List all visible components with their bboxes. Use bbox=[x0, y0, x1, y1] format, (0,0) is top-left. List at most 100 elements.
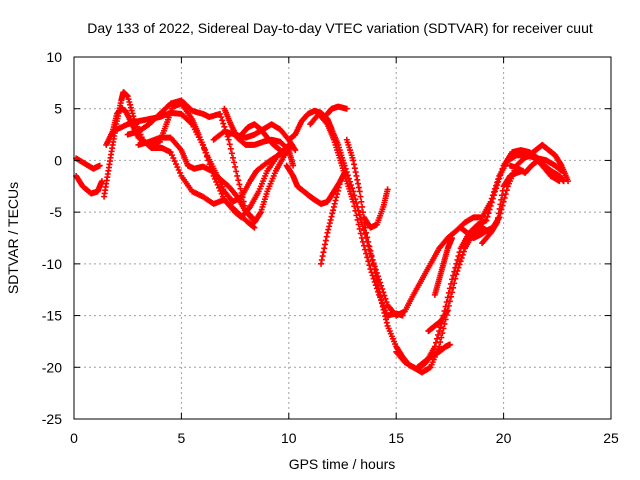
data-point bbox=[372, 269, 379, 276]
data-point bbox=[325, 226, 332, 233]
data-point bbox=[452, 275, 459, 282]
data-point bbox=[444, 307, 451, 314]
data-point bbox=[496, 205, 503, 212]
x-axis-label: GPS time / hours bbox=[289, 456, 396, 472]
data-point bbox=[318, 260, 325, 267]
data-point bbox=[373, 273, 380, 280]
data-point bbox=[454, 267, 461, 274]
data-point bbox=[487, 202, 494, 209]
data-point bbox=[441, 320, 448, 327]
data-point bbox=[130, 113, 137, 120]
data-point bbox=[460, 248, 467, 255]
data-point bbox=[231, 159, 238, 166]
y-tick-label: 5 bbox=[54, 101, 62, 117]
data-point bbox=[356, 225, 363, 232]
data-point bbox=[498, 196, 505, 203]
data-point bbox=[354, 176, 361, 183]
data-point bbox=[129, 110, 136, 117]
y-tick-label: -5 bbox=[50, 204, 63, 220]
data-point bbox=[324, 229, 331, 236]
data-point bbox=[489, 195, 496, 202]
data-point bbox=[356, 188, 363, 195]
data-point bbox=[251, 224, 258, 231]
data-point bbox=[343, 105, 350, 112]
data-point bbox=[206, 161, 213, 168]
data-point bbox=[436, 328, 443, 335]
data-point bbox=[353, 212, 360, 219]
data-point bbox=[205, 157, 212, 164]
series-track-19 bbox=[425, 307, 451, 335]
data-point bbox=[235, 177, 242, 184]
series-track-9 bbox=[210, 121, 299, 154]
data-point bbox=[336, 181, 343, 188]
data-point bbox=[199, 141, 206, 148]
data-point bbox=[331, 200, 338, 207]
data-point bbox=[358, 235, 365, 241]
series-track-21 bbox=[431, 235, 456, 298]
data-point bbox=[323, 233, 330, 240]
x-tick-label: 10 bbox=[281, 430, 297, 446]
data-point bbox=[459, 251, 466, 258]
data-point bbox=[355, 184, 362, 191]
data-point bbox=[329, 210, 336, 217]
data-point bbox=[457, 258, 464, 265]
series-track-14 bbox=[318, 178, 344, 267]
data-point bbox=[382, 316, 389, 323]
x-tick-label: 0 bbox=[70, 430, 78, 446]
data-point bbox=[238, 190, 245, 197]
data-point bbox=[333, 194, 340, 201]
data-point bbox=[384, 186, 391, 193]
data-point bbox=[381, 309, 388, 316]
data-point bbox=[498, 192, 505, 199]
data-point bbox=[370, 261, 377, 268]
data-point bbox=[351, 203, 358, 210]
data-points bbox=[73, 89, 572, 376]
data-point bbox=[497, 201, 504, 208]
data-point bbox=[250, 223, 257, 230]
data-point bbox=[220, 120, 227, 127]
data-point bbox=[382, 295, 389, 302]
data-point bbox=[454, 256, 461, 263]
data-point bbox=[494, 181, 501, 188]
data-point bbox=[352, 207, 359, 214]
data-point bbox=[449, 235, 456, 241]
data-point bbox=[486, 206, 493, 213]
data-point bbox=[128, 107, 135, 114]
data-point bbox=[326, 220, 333, 227]
data-point bbox=[367, 247, 374, 254]
y-tick-label: -15 bbox=[42, 308, 62, 324]
data-point bbox=[362, 224, 369, 231]
data-point bbox=[363, 250, 370, 257]
data-point bbox=[451, 280, 458, 287]
y-tick-label: -10 bbox=[42, 256, 62, 272]
data-point bbox=[201, 145, 208, 152]
data-point bbox=[126, 98, 133, 105]
data-point bbox=[446, 341, 453, 348]
data-point bbox=[226, 141, 233, 148]
data-point bbox=[492, 188, 499, 195]
data-point bbox=[499, 187, 506, 194]
ticks bbox=[73, 56, 612, 420]
x-tick-label: 5 bbox=[178, 430, 186, 446]
data-point bbox=[446, 298, 453, 305]
data-point bbox=[359, 238, 366, 245]
data-point bbox=[203, 153, 210, 160]
data-point bbox=[228, 150, 235, 157]
y-axis-label: SDTVAR / TECUs bbox=[5, 182, 21, 294]
data-point bbox=[277, 147, 284, 154]
data-point bbox=[330, 203, 337, 210]
series-track-7 bbox=[135, 134, 256, 221]
data-point bbox=[237, 185, 244, 192]
data-point bbox=[434, 335, 441, 342]
data-point bbox=[327, 216, 334, 223]
data-point bbox=[440, 325, 447, 332]
data-point bbox=[382, 313, 389, 320]
data-point bbox=[368, 252, 375, 259]
data-point bbox=[449, 289, 456, 296]
data-point bbox=[502, 191, 509, 198]
data-point bbox=[352, 169, 359, 176]
data-point bbox=[351, 161, 358, 168]
series-track-15 bbox=[324, 103, 350, 117]
